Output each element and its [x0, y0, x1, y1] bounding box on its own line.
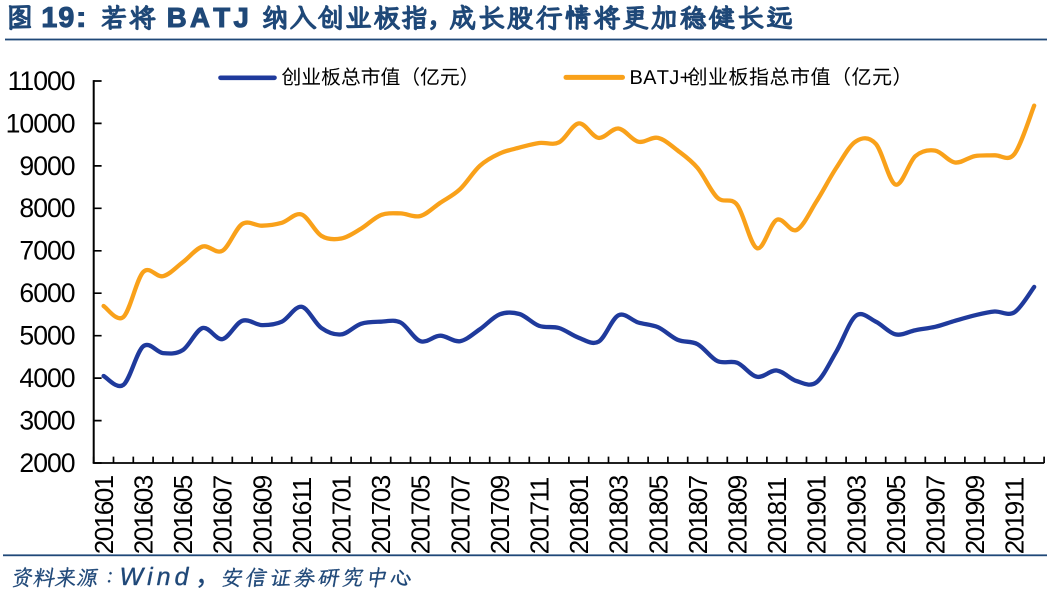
- svg-text:201907: 201907: [921, 475, 951, 554]
- svg-text:201707: 201707: [445, 475, 475, 554]
- svg-text:201603: 201603: [129, 475, 159, 554]
- svg-text:201803: 201803: [604, 475, 634, 554]
- svg-text:11000: 11000: [8, 66, 75, 96]
- svg-text:201805: 201805: [643, 475, 673, 554]
- svg-text:201703: 201703: [366, 475, 396, 554]
- svg-text:201705: 201705: [406, 475, 436, 554]
- svg-text:201609: 201609: [247, 475, 277, 554]
- svg-text:201709: 201709: [485, 475, 515, 554]
- svg-text:5000: 5000: [19, 321, 74, 351]
- svg-text:201911: 201911: [1000, 477, 1030, 554]
- svg-text:201801: 201801: [564, 475, 594, 554]
- svg-text:201611: 201611: [287, 477, 317, 554]
- svg-text:201807: 201807: [683, 475, 713, 554]
- svg-text:201607: 201607: [208, 475, 238, 554]
- svg-text:6000: 6000: [19, 278, 74, 308]
- svg-text:10000: 10000: [6, 108, 75, 138]
- svg-text:201905: 201905: [881, 475, 911, 554]
- svg-text:201701: 201701: [327, 475, 357, 554]
- svg-text:201601: 201601: [89, 475, 119, 554]
- svg-text:9000: 9000: [19, 151, 74, 181]
- svg-text:4000: 4000: [19, 363, 74, 393]
- svg-text:201909: 201909: [960, 475, 990, 554]
- svg-text:2000: 2000: [19, 448, 74, 478]
- svg-text:201809: 201809: [723, 475, 753, 554]
- svg-text:201605: 201605: [168, 475, 198, 554]
- svg-text:201811: 201811: [762, 477, 792, 554]
- svg-text:201711: 201711: [525, 477, 555, 554]
- svg-text:3000: 3000: [19, 406, 74, 436]
- svg-text:201901: 201901: [802, 475, 832, 554]
- svg-text:201903: 201903: [841, 475, 871, 554]
- svg-text:8000: 8000: [19, 193, 74, 223]
- svg-text:7000: 7000: [19, 236, 74, 266]
